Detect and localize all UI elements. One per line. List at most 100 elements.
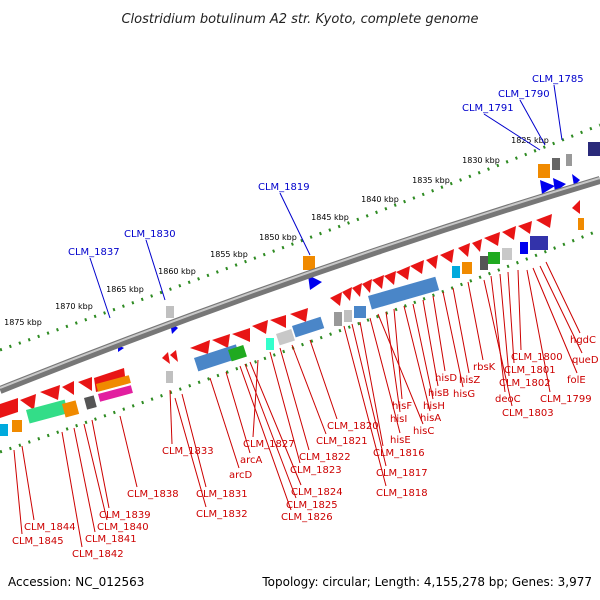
reverse-strand-genes bbox=[0, 200, 584, 436]
gene-block bbox=[588, 142, 600, 156]
gene-label-leader-line bbox=[181, 393, 207, 488]
reverse-gene-label[interactable]: rbsK bbox=[473, 362, 496, 373]
gene-label-leader-line bbox=[13, 449, 23, 535]
gene-label-leader-line bbox=[269, 351, 301, 464]
gene-label-leader-line bbox=[403, 305, 431, 412]
reverse-gene-label[interactable]: deoC bbox=[495, 394, 521, 405]
gene-block bbox=[538, 164, 550, 178]
reverse-gene-label[interactable]: CLM_1800 bbox=[511, 352, 563, 363]
reverse-gene-label[interactable]: hisC bbox=[413, 426, 434, 437]
gene-label-leader-line bbox=[291, 344, 327, 435]
gene-label-leader-line bbox=[369, 317, 401, 434]
gene-label-leader-line bbox=[519, 99, 546, 146]
gene-label-leader-line bbox=[309, 339, 338, 420]
gene-label-leader-line bbox=[244, 363, 297, 499]
gene-label-leader-line bbox=[174, 397, 207, 508]
reverse-gene-label[interactable]: CLM_1838 bbox=[127, 489, 179, 500]
reverse-gene-label[interactable]: CLM_1842 bbox=[72, 549, 124, 560]
reverse-gene-label[interactable]: arcD bbox=[229, 470, 253, 481]
gene-label-leader-line bbox=[73, 427, 96, 533]
scale-tick: 1870 kbp bbox=[55, 302, 93, 311]
scale-tick: 1845 kbp bbox=[311, 213, 349, 222]
forward-gene-label[interactable]: CLM_1785 bbox=[532, 74, 584, 85]
reverse-gene-label[interactable]: CLM_1824 bbox=[291, 487, 343, 498]
gene-label-leader-line bbox=[432, 295, 446, 372]
reverse-gene-label[interactable]: CLM_1822 bbox=[299, 452, 351, 463]
gene-label-leader-line bbox=[21, 445, 35, 521]
reverse-gene-label[interactable]: CLM_1839 bbox=[99, 510, 151, 521]
reverse-gene-label[interactable]: hisI bbox=[390, 414, 407, 425]
gene-label-leader-line bbox=[279, 347, 310, 451]
reverse-gene-label[interactable]: CLM_1799 bbox=[540, 394, 592, 405]
reverse-gene-label[interactable]: hisF bbox=[392, 401, 412, 412]
gene-label-leader-line bbox=[412, 303, 434, 400]
reverse-gene-label[interactable]: arcA bbox=[240, 455, 263, 466]
accession-text: Accession: NC_012563 bbox=[8, 575, 144, 589]
gene-label-leader-line bbox=[422, 299, 439, 387]
genome-backbone bbox=[0, 176, 600, 394]
reverse-gene-label[interactable]: hgdC bbox=[570, 335, 596, 346]
forward-gene-label[interactable]: CLM_1791 bbox=[462, 103, 514, 114]
gene-label-leader-line bbox=[169, 389, 173, 445]
gene-label-leader-line bbox=[393, 308, 403, 400]
reverse-gene-label[interactable]: CLM_1821 bbox=[316, 436, 368, 447]
scale-tick-label: 1845 kbp bbox=[311, 213, 349, 222]
reverse-gene-label[interactable]: CLM_1832 bbox=[196, 509, 248, 520]
reverse-gene-label[interactable]: folE bbox=[567, 375, 586, 386]
gene-label-leader-line bbox=[499, 273, 510, 377]
gene-label-leader-line bbox=[145, 239, 166, 301]
gene-label-leader-line bbox=[532, 267, 578, 374]
reverse-gene-label[interactable]: CLM_1825 bbox=[286, 500, 338, 511]
gene-block bbox=[566, 154, 572, 166]
reverse-gene-label[interactable]: CLM_1818 bbox=[376, 488, 428, 499]
scale-tick-label: 1840 kbp bbox=[361, 195, 399, 204]
gene-label-leader-line bbox=[351, 323, 387, 467]
reverse-gene-label[interactable]: CLM_1845 bbox=[12, 536, 64, 547]
scale-tick: 1825 kbp bbox=[511, 136, 549, 145]
forward-gene-label[interactable]: CLM_1819 bbox=[258, 182, 310, 193]
scale-tick-label: 1870 kbp bbox=[55, 302, 93, 311]
forward-gene-label[interactable]: CLM_1790 bbox=[498, 89, 550, 100]
reverse-gene-label[interactable]: CLM_1802 bbox=[499, 378, 551, 389]
scale-tick: 1840 kbp bbox=[361, 195, 399, 204]
reverse-gene-label[interactable]: CLM_1831 bbox=[196, 489, 248, 500]
reverse-gene-label[interactable]: CLM_1826 bbox=[281, 512, 333, 523]
reverse-gene-label[interactable]: CLM_1823 bbox=[290, 465, 342, 476]
gene-label-leader-line bbox=[119, 415, 138, 488]
reverse-gene-label[interactable]: hisZ bbox=[459, 375, 480, 386]
gene-label-leader-line bbox=[553, 84, 563, 141]
gene-block bbox=[552, 158, 560, 170]
forward-gene-label[interactable]: CLM_1830 bbox=[124, 229, 176, 240]
reverse-gene-label[interactable]: CLM_1817 bbox=[376, 468, 428, 479]
reverse-gene-label[interactable]: CLM_1833 bbox=[162, 446, 214, 457]
reverse-gene-label[interactable]: CLM_1820 bbox=[327, 421, 379, 432]
reverse-gene-label[interactable]: queD bbox=[572, 355, 599, 366]
gene-label-leader-line bbox=[526, 269, 551, 393]
scale-tick: 1865 kbp bbox=[106, 285, 144, 294]
gene-label-leader-line bbox=[343, 325, 387, 487]
forward-gene-label[interactable]: CLM_1837 bbox=[68, 247, 120, 258]
gene-label-leader-line bbox=[239, 365, 292, 511]
reverse-gene-label[interactable]: hisB bbox=[428, 388, 449, 399]
gene-label-leader-line bbox=[91, 419, 110, 509]
gene-arrow-forward bbox=[540, 180, 555, 194]
reverse-gene-label[interactable]: CLM_1816 bbox=[373, 448, 425, 459]
reverse-gene-label[interactable]: hisA bbox=[420, 413, 441, 424]
reverse-gene-label[interactable]: hisH bbox=[423, 401, 445, 412]
reverse-gene-label[interactable]: hisD bbox=[435, 373, 457, 384]
reverse-gene-label[interactable]: CLM_1844 bbox=[24, 522, 76, 533]
reverse-gene-label[interactable]: CLM_1827 bbox=[243, 439, 295, 450]
gene-arrow-forward bbox=[553, 178, 566, 192]
gene-label-leader-line bbox=[359, 321, 384, 447]
gene-label-leader-line bbox=[83, 423, 108, 521]
gene-label-leader-line bbox=[545, 261, 581, 334]
reverse-gene-label[interactable]: hisG bbox=[453, 389, 475, 400]
scale-tick-label: 1865 kbp bbox=[106, 285, 144, 294]
reverse-gene-label[interactable]: CLM_1801 bbox=[504, 365, 556, 376]
reverse-gene-label[interactable]: CLM_1840 bbox=[97, 522, 149, 533]
reverse-gene-label[interactable]: CLM_1841 bbox=[85, 534, 137, 545]
gene-arrow-forward bbox=[572, 174, 580, 186]
reverse-gene-label[interactable]: hisE bbox=[390, 435, 411, 446]
reverse-gene-label[interactable]: CLM_1803 bbox=[502, 408, 554, 419]
